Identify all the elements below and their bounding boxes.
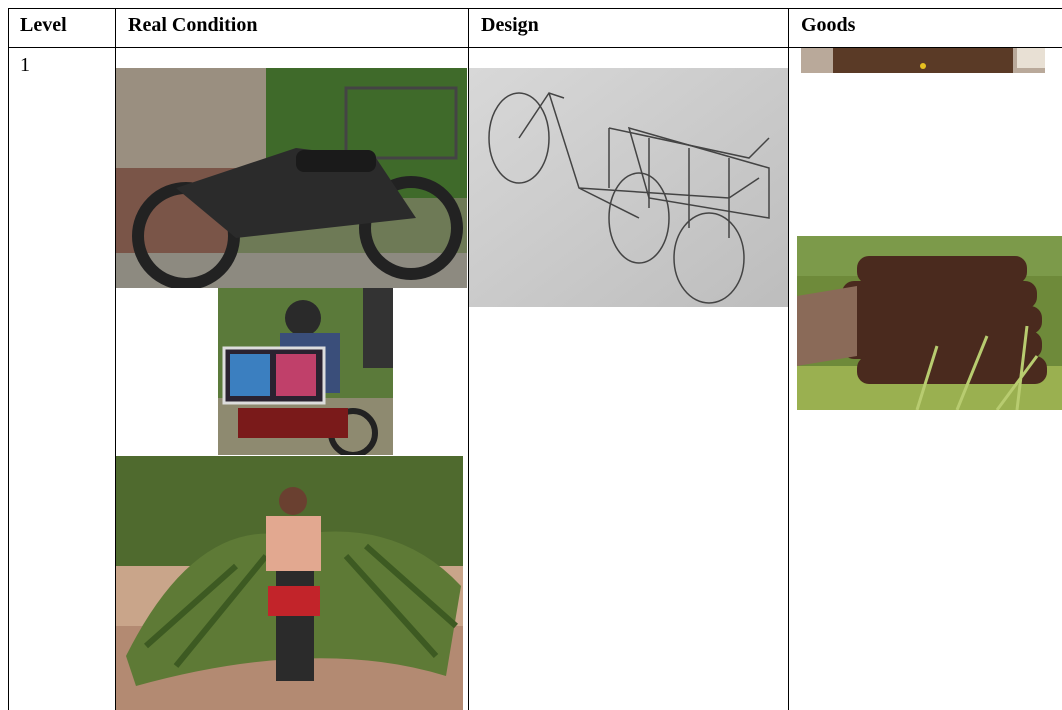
table-border [8, 47, 1062, 48]
photo-motorbike [116, 68, 467, 288]
photo-art [801, 48, 1045, 73]
table-border [788, 8, 789, 710]
table-border [8, 8, 9, 710]
table-border [468, 8, 469, 710]
level-cell: 1 [20, 54, 30, 76]
photo-art [116, 456, 463, 710]
header-cell: Goods [801, 14, 856, 36]
photo-design-sketch [469, 68, 788, 307]
photo-art [469, 68, 788, 307]
photo-art [116, 68, 467, 288]
table-border [8, 8, 1062, 9]
table-border [115, 8, 116, 710]
photo-rider-box [218, 288, 393, 455]
header-cell: Level [20, 14, 67, 36]
photo-goods-top [801, 48, 1045, 73]
photo-art [797, 236, 1062, 410]
header-cell: Design [481, 14, 539, 36]
photo-grass-rider [116, 456, 463, 710]
photo-art [218, 288, 393, 455]
header-cell: Real Condition [128, 14, 258, 36]
photo-goods-sacks [797, 236, 1062, 410]
